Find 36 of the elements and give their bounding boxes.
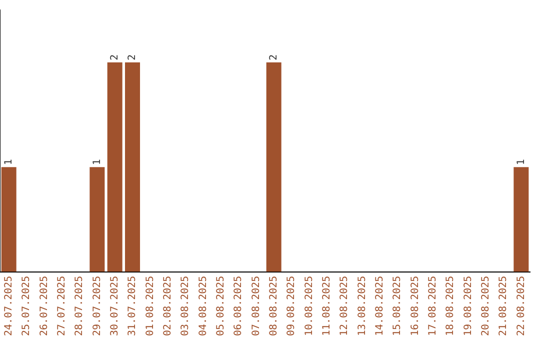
x-tick-label: 30.07.2025	[109, 276, 120, 336]
x-tick-label: 02.08.2025	[162, 276, 174, 336]
x-tick-label: 28.07.2025	[74, 276, 86, 336]
x-tick-label: 17.08.2025	[427, 276, 438, 336]
x-tick-label: 21.08.2025	[498, 276, 510, 336]
x-tick-label: 13.08.2025	[356, 276, 368, 336]
data-label: 1	[92, 159, 103, 166]
data-label: 2	[268, 54, 280, 60]
x-tick-label: 16.08.2025	[410, 276, 421, 336]
x-tick-label: 24.07.2025	[3, 276, 14, 336]
data-label: 1	[3, 159, 14, 166]
data-label: 2	[109, 54, 120, 60]
data-label: 2	[127, 54, 138, 60]
x-tick-label: 10.08.2025	[304, 276, 315, 336]
x-tick-label: 12.08.2025	[339, 276, 350, 336]
x-tick-label: 22.08.2025	[516, 276, 527, 336]
x-tick-label: 14.08.2025	[374, 276, 386, 336]
x-tick-label: 25.07.2025	[21, 276, 32, 336]
x-tick-label: 06.08.2025	[233, 276, 244, 336]
x-tick-label: 09.08.2025	[286, 276, 298, 336]
x-tick-label: 04.08.2025	[198, 276, 209, 336]
x-tick-label: 20.08.2025	[480, 276, 492, 336]
x-tick-label: 01.08.2025	[144, 276, 156, 336]
x-tick-label: 15.08.2025	[392, 276, 404, 336]
x-tick-label: 26.07.2025	[38, 276, 50, 336]
x-tick-label: 11.08.2025	[321, 276, 332, 336]
x-tick-label: 07.08.2025	[250, 276, 262, 336]
x-tick-label: 05.08.2025	[215, 276, 226, 336]
x-tick-label: 08.08.2025	[268, 276, 280, 336]
data-label: 1	[516, 159, 527, 166]
x-tick-label: 31.07.2025	[127, 276, 138, 336]
x-tick-label: 29.07.2025	[92, 276, 103, 336]
x-tick-label: 19.08.2025	[462, 276, 474, 336]
x-tick-label: 27.07.2025	[56, 276, 68, 336]
x-tick-label: 03.08.2025	[180, 276, 192, 336]
x-tick-label: 18.08.2025	[445, 276, 456, 336]
